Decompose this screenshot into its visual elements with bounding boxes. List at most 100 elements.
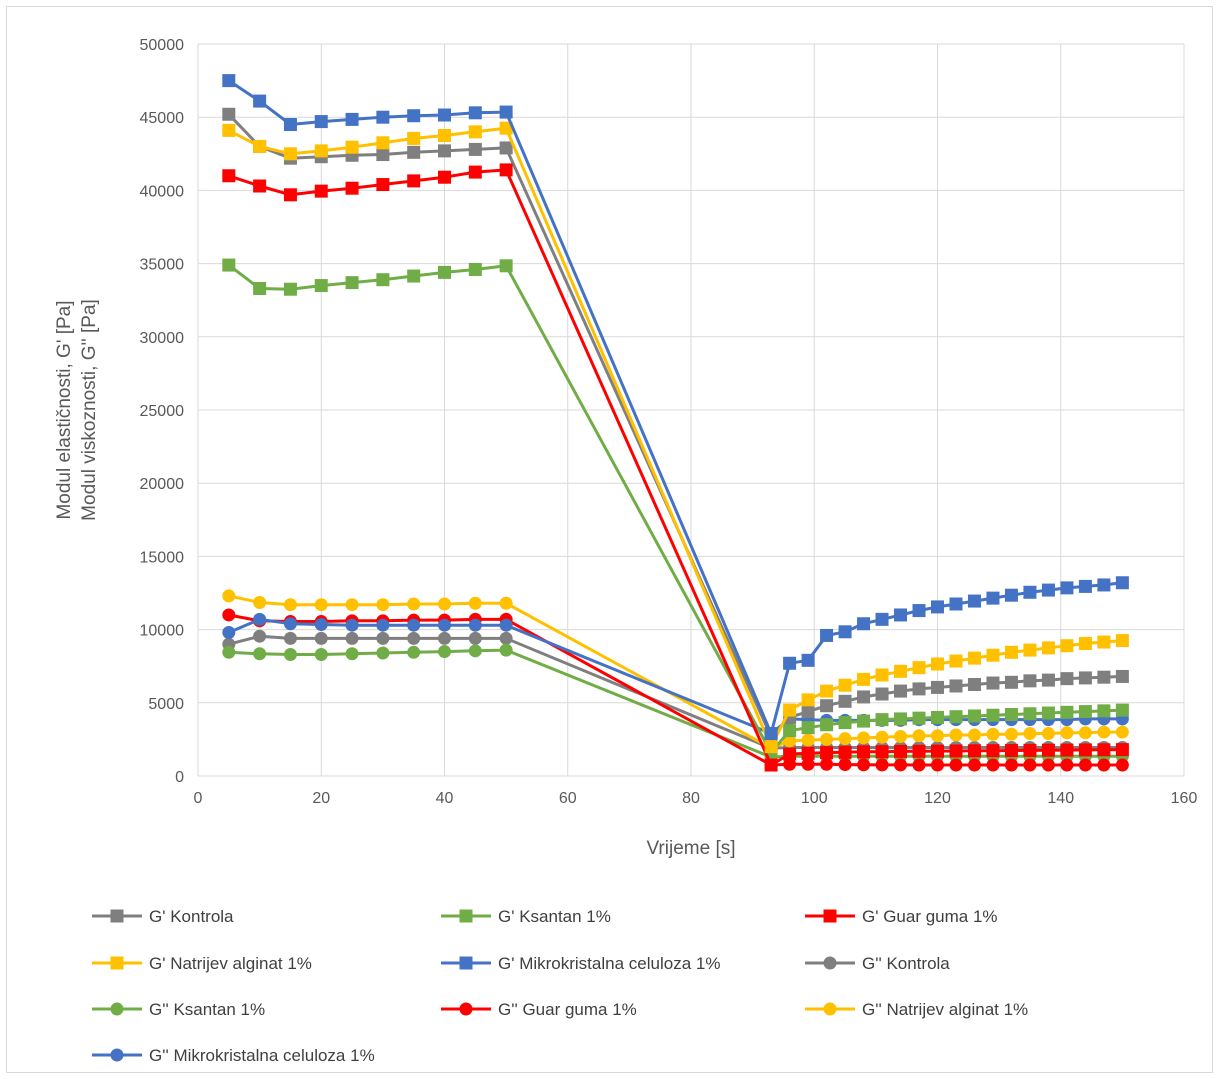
data-point-0-15: [857, 690, 871, 704]
data-point-2-24: [1023, 743, 1037, 757]
data-point-2-8: [468, 165, 482, 179]
data-point-7-0: [222, 608, 236, 622]
data-point-4-21: [967, 594, 981, 608]
data-point-2-15: [857, 745, 871, 759]
data-point-2-18: [912, 744, 926, 758]
data-point-5-9: [499, 631, 513, 645]
data-point-3-11: [783, 703, 797, 717]
legend-marker-7: [459, 1002, 473, 1016]
data-point-3-7: [438, 129, 451, 142]
data-point-1-29: [1115, 703, 1129, 717]
data-point-1-15: [857, 714, 871, 728]
data-point-3-22: [986, 648, 1000, 662]
data-point-8-7: [438, 597, 451, 611]
data-point-3-26: [1060, 639, 1074, 653]
data-point-0-21: [967, 678, 981, 691]
series-line-0: [227, 113, 1123, 738]
data-point-0-5: [376, 148, 390, 162]
data-point-8-24: [1023, 727, 1037, 741]
data-point-4-15: [857, 617, 871, 631]
legend-item-8: G'' Natrijev alginat 1%: [805, 1000, 1028, 1019]
series-line-4: [227, 79, 1123, 735]
data-point-0-26: [1060, 672, 1074, 686]
legend-item-4: G' Mikrokristalna celuloza 1%: [441, 954, 720, 973]
data-point-2-5: [376, 178, 390, 192]
data-point-1-14: [838, 716, 852, 730]
data-point-2-29: [1115, 743, 1129, 757]
data-point-3-12: [801, 693, 815, 707]
data-point-1-3: [314, 279, 328, 293]
data-point-2-25: [1041, 743, 1055, 757]
legend-label-0: G' Kontrola: [149, 907, 234, 926]
data-point-9-4: [345, 618, 359, 632]
data-point-6-8: [468, 644, 482, 658]
data-point-4-24: [1023, 585, 1037, 599]
data-point-7-20: [949, 758, 963, 772]
data-point-4-9: [499, 105, 513, 119]
data-point-4-3: [314, 115, 328, 129]
data-point-5-8: [468, 631, 482, 645]
data-point-8-26: [1060, 726, 1074, 740]
data-point-8-25: [1041, 727, 1055, 741]
data-point-7-27: [1078, 758, 1092, 772]
data-point-7-17: [894, 758, 908, 772]
data-point-3-25: [1041, 641, 1055, 655]
data-point-2-22: [986, 744, 1000, 758]
data-point-3-8: [468, 125, 482, 139]
data-point-4-16: [875, 612, 889, 626]
legend-label-5: G'' Kontrola: [862, 954, 950, 973]
data-point-8-16: [875, 730, 889, 744]
data-point-8-4: [345, 598, 359, 612]
legend-item-6: G'' Ksantan 1%: [92, 1000, 265, 1019]
data-point-8-11: [783, 734, 797, 748]
data-point-0-28: [1097, 670, 1111, 684]
series-2: [222, 163, 1129, 772]
data-point-0-8: [468, 142, 482, 156]
data-point-0-18: [912, 682, 926, 696]
data-point-7-25: [1041, 758, 1055, 772]
legend-label-1: G' Ksantan 1%: [498, 907, 611, 926]
data-point-7-24: [1023, 758, 1037, 772]
data-point-4-11: [783, 656, 797, 670]
data-point-8-18: [912, 729, 926, 743]
data-point-8-8: [468, 596, 482, 610]
data-point-3-6: [407, 131, 421, 145]
data-point-1-17: [894, 712, 908, 726]
data-point-1-26: [1060, 705, 1074, 719]
legend-label-4: G' Mikrokristalna celuloza 1%: [498, 954, 720, 973]
y-tick-label-0: 0: [175, 769, 184, 786]
data-point-4-8: [468, 106, 482, 120]
data-point-4-10: [764, 727, 778, 741]
data-point-1-20: [949, 710, 963, 724]
legend-marker-2: [823, 909, 837, 923]
data-point-8-2: [283, 598, 297, 612]
data-point-7-16: [875, 758, 889, 772]
x-axis-title: Vrijeme [s]: [646, 838, 735, 859]
legend: G' Kontrola G' Ksantan 1% G' Guar guma 1% G…: [92, 907, 1028, 1065]
data-point-3-14: [838, 678, 852, 692]
data-point-0-27: [1078, 671, 1092, 685]
y-axis-title-line1: Modul elastičnosti, G' [Pa]: [54, 300, 75, 519]
data-point-7-22: [986, 758, 1000, 772]
data-point-6-2: [283, 647, 297, 661]
data-point-2-16: [875, 745, 889, 759]
y-tick-labels: 0 5000 10000 15000 20000 25000 30000 35000 40000…: [140, 37, 185, 786]
data-point-7-29: [1115, 758, 1129, 772]
y-tick-label-5: 25000: [140, 403, 185, 420]
data-point-8-0: [222, 589, 236, 603]
data-point-8-14: [838, 732, 852, 746]
data-point-9-0: [222, 626, 236, 640]
data-point-4-2: [283, 118, 297, 132]
data-point-1-5: [376, 273, 390, 287]
data-point-5-4: [345, 631, 359, 645]
data-point-6-9: [499, 643, 513, 657]
data-point-3-2: [283, 147, 297, 161]
legend-label-6: G'' Ksantan 1%: [149, 1000, 265, 1019]
data-point-1-6: [407, 269, 421, 283]
data-point-4-4: [345, 112, 359, 126]
data-point-3-1: [253, 139, 267, 153]
data-point-1-19: [931, 710, 944, 724]
series-4: [222, 74, 1129, 741]
data-point-0-9: [499, 141, 513, 155]
data-point-8-17: [894, 729, 908, 743]
